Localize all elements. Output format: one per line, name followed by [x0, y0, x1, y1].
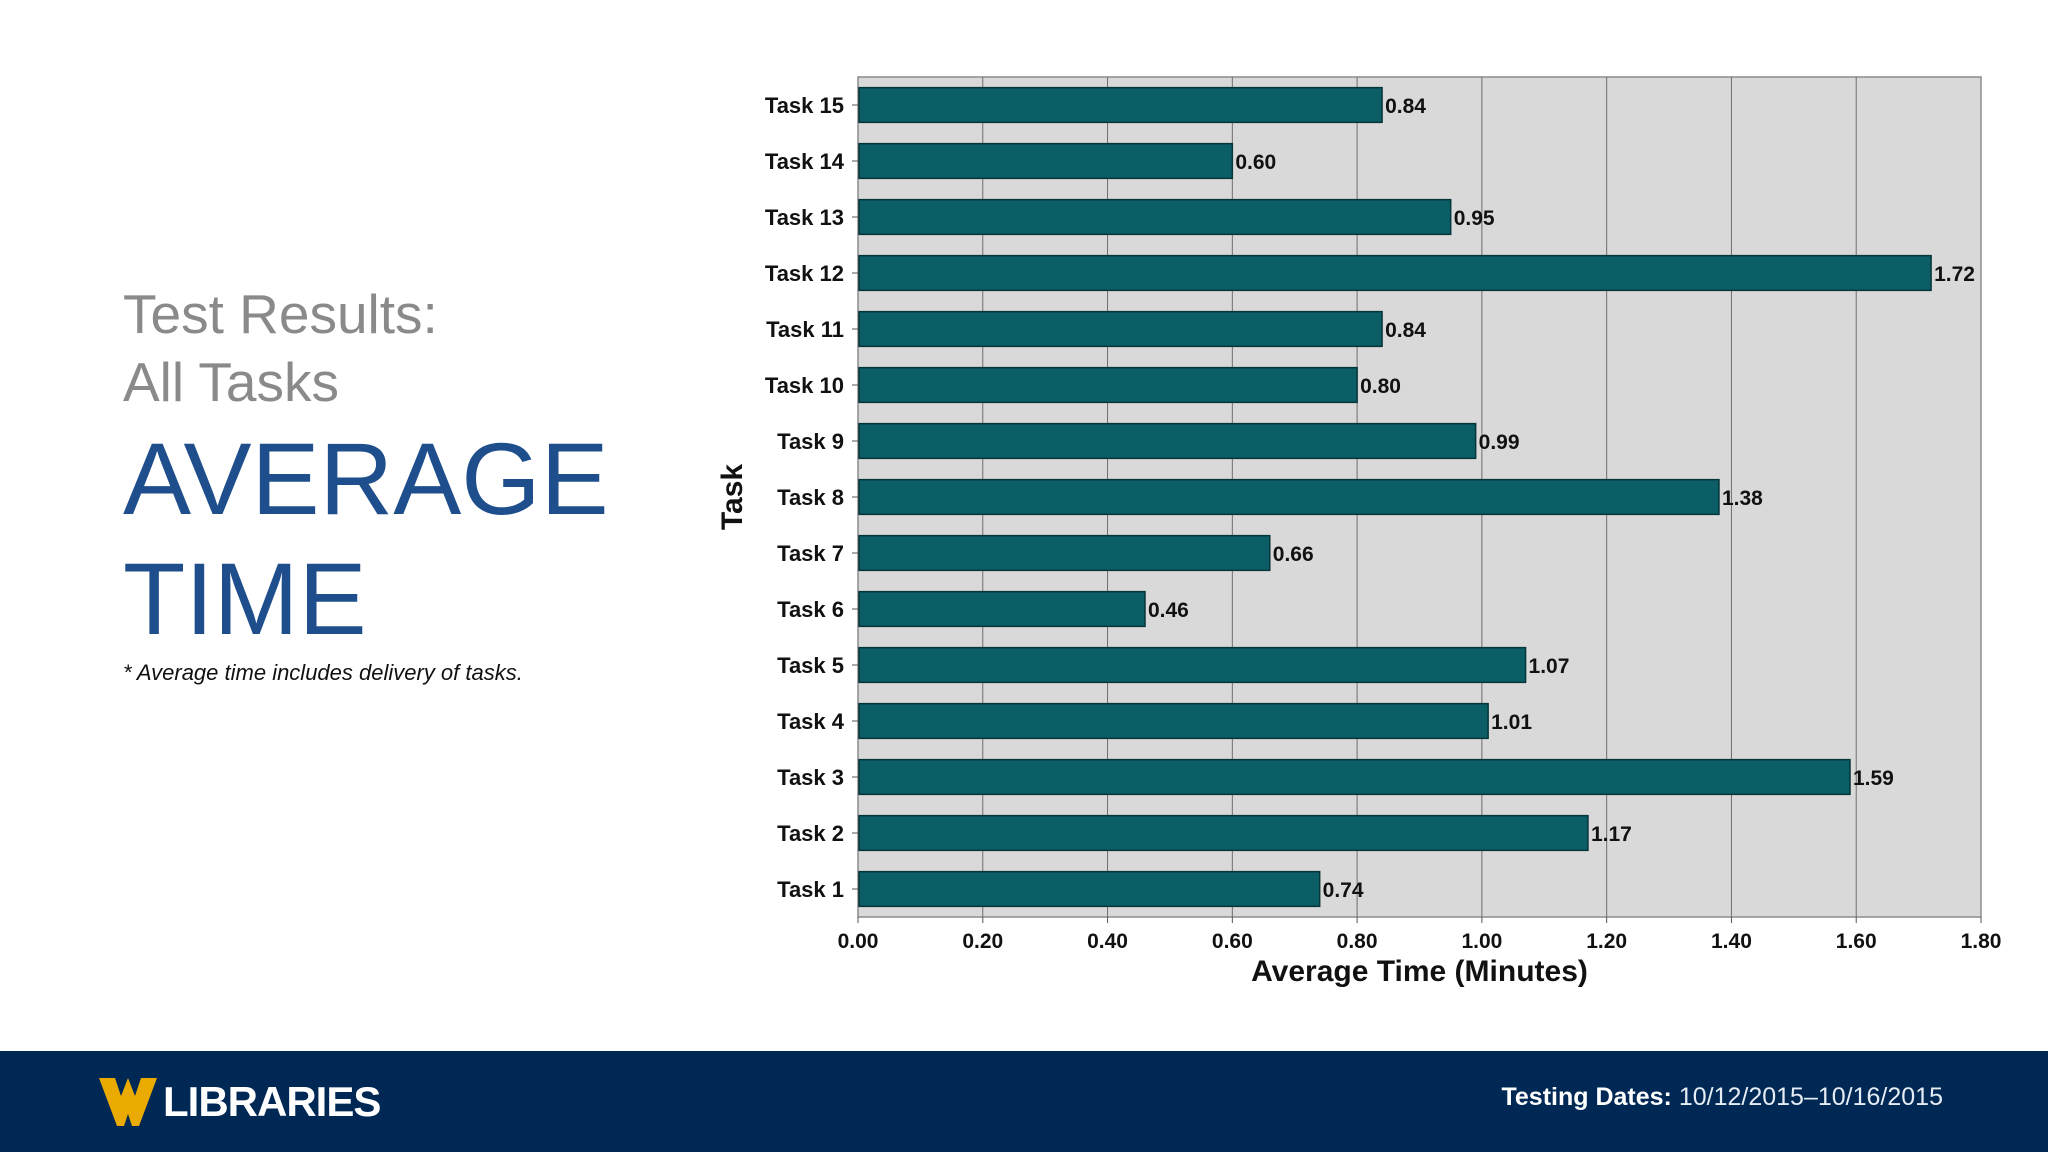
y-tick-label: Task 12 — [765, 261, 844, 286]
bar — [858, 366, 1358, 404]
bar-value-label: 0.74 — [1323, 879, 1364, 902]
subtitle-line1: Test Results: — [123, 283, 438, 345]
y-tick-label: Task 8 — [777, 485, 844, 510]
x-tick-label: 0.00 — [838, 930, 879, 953]
bar-value-label: 1.01 — [1491, 711, 1532, 734]
testing-dates: Testing Dates: 10/12/2015–10/16/2015 — [1501, 1083, 1943, 1112]
title-block: Test Results: All Tasks AVERAGE TIME * A… — [123, 280, 683, 686]
y-tick-label: Task 15 — [765, 93, 844, 118]
x-tick-label: 0.40 — [1087, 930, 1128, 953]
title-line1: AVERAGE — [123, 422, 609, 536]
y-tick-labels: Task 15 Task 14 Task 13 Task 12 Task 11 Task … — [765, 93, 858, 902]
footnote: * Average time includes delivery of task… — [123, 660, 523, 685]
wv-libraries-logo: LIBRARIES — [99, 1074, 381, 1130]
bar — [858, 870, 1321, 908]
bar-value-label: 1.07 — [1529, 655, 1570, 678]
bar-value-label: 1.59 — [1853, 767, 1894, 790]
bar — [858, 646, 1527, 684]
bar-value-label: 0.60 — [1235, 151, 1276, 174]
bar — [858, 590, 1146, 628]
testing-dates-label: Testing Dates: — [1501, 1083, 1672, 1111]
x-tick-label: 1.40 — [1711, 930, 1752, 953]
x-tick-label: 0.80 — [1337, 930, 1378, 953]
bar-value-label: 0.99 — [1479, 431, 1520, 454]
title-line2: TIME — [123, 542, 367, 656]
y-tick-label: Task 13 — [765, 205, 844, 230]
subtitle-line2: All Tasks — [123, 351, 339, 413]
y-tick-label: Task 2 — [777, 821, 844, 846]
bar — [858, 86, 1383, 124]
bar — [858, 254, 1932, 292]
bar — [858, 142, 1234, 180]
x-tick-label: 0.20 — [962, 930, 1003, 953]
y-tick-label: Task 1 — [777, 877, 844, 902]
x-tick-label: 1.20 — [1586, 930, 1627, 953]
y-tick-label: Task 3 — [777, 765, 844, 790]
bar — [858, 478, 1720, 516]
bar-value-label: 1.38 — [1722, 487, 1763, 510]
x-axis-title: Average Time (Minutes) — [1251, 955, 1588, 988]
bar — [858, 758, 1851, 796]
bar-value-label: 0.95 — [1454, 207, 1495, 230]
y-tick-label: Task 10 — [765, 373, 844, 398]
bar-value-label: 0.80 — [1360, 375, 1401, 398]
bar-value-label: 0.66 — [1273, 543, 1314, 566]
x-tick-label: 1.00 — [1461, 930, 1502, 953]
y-tick-label: Task 6 — [777, 597, 844, 622]
bar — [858, 814, 1589, 852]
bar — [858, 534, 1271, 572]
y-tick-label: Task 4 — [777, 709, 845, 734]
y-tick-label: Task 9 — [777, 429, 844, 454]
bar — [858, 310, 1383, 348]
y-tick-label: Task 5 — [777, 653, 844, 678]
y-axis-title: Task — [716, 464, 749, 530]
bar — [858, 422, 1477, 460]
logo-text: LIBRARIES — [163, 1078, 381, 1125]
bars: 0.84 0.60 0.95 1.72 0.84 0.80 0.99 1.38 0.66 0.46… — [858, 86, 1975, 908]
bar-value-label: 0.84 — [1385, 95, 1426, 118]
bar-value-label: 1.72 — [1934, 263, 1975, 286]
x-tick-label: 0.60 — [1212, 930, 1253, 953]
y-tick-label: Task 14 — [765, 149, 845, 174]
bar — [858, 198, 1452, 236]
bar-value-label: 1.17 — [1591, 823, 1632, 846]
y-tick-label: Task 11 — [766, 317, 844, 342]
bar-value-label: 0.84 — [1385, 319, 1426, 342]
average-time-bar-chart: 0.84 0.60 0.95 1.72 0.84 0.80 0.99 1.38 0.66 0.46… — [716, 76, 2002, 988]
x-tick-labels: 0.00 0.20 0.40 0.60 0.80 1.00 1.20 1.40 1.60 1.80 — [838, 930, 2002, 953]
y-tick-label: Task 7 — [777, 541, 844, 566]
testing-dates-value: 10/12/2015–10/16/2015 — [1678, 1083, 1943, 1111]
x-tick-label: 1.80 — [1961, 930, 2002, 953]
bar-value-label: 0.46 — [1148, 599, 1189, 622]
wv-logo-icon — [99, 1078, 157, 1126]
bar — [858, 702, 1489, 740]
x-tick-label: 1.60 — [1836, 930, 1877, 953]
footer-bar: LIBRARIES Testing Dates: 10/12/2015–10/1… — [0, 1051, 2048, 1152]
